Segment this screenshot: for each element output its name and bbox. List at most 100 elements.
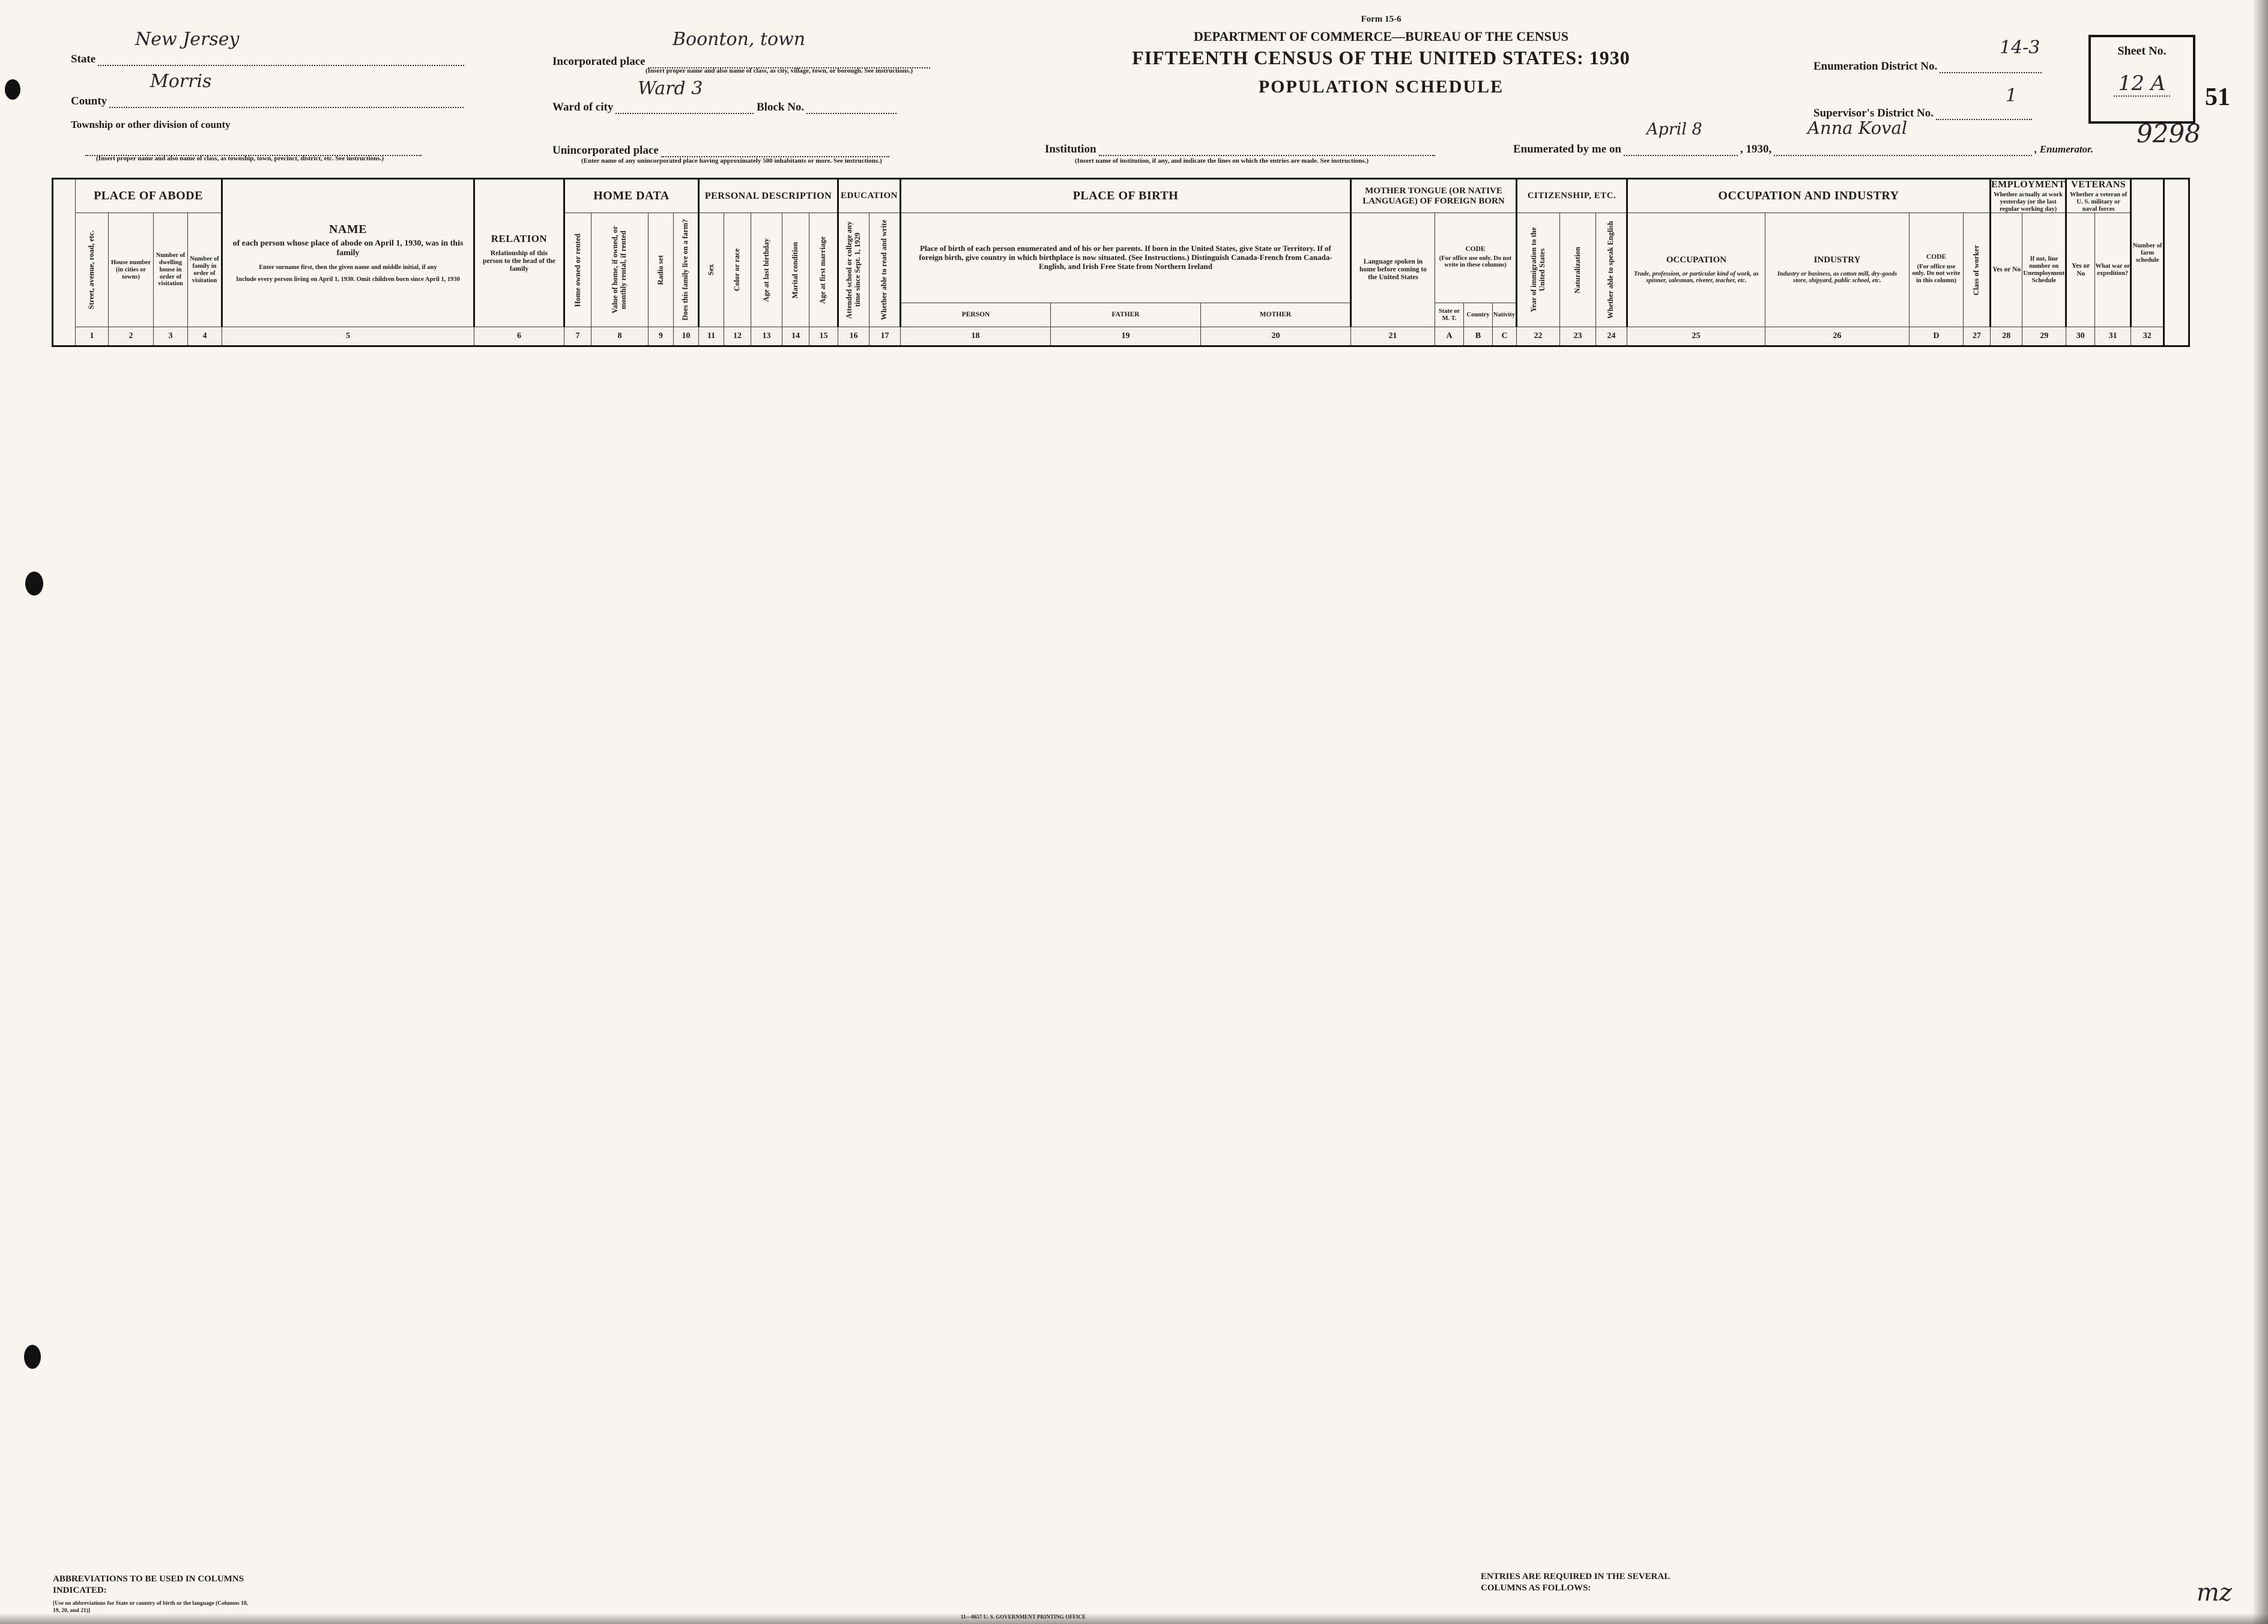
page-stamp: 51 xyxy=(2205,83,2230,111)
col-marital: Marital condition xyxy=(782,213,809,328)
census-title: FIFTEENTH CENSUS OF THE UNITED STATES: 1… xyxy=(1132,47,1630,68)
col-number-23: 23 xyxy=(1559,327,1596,347)
group-relation: RELATION Relationship of this person to … xyxy=(473,178,564,328)
block-label: Block No. xyxy=(757,101,805,113)
group-employment: EMPLOYMENT Whether actually at work yest… xyxy=(1989,178,2067,214)
col-number-13: 13 xyxy=(751,327,782,347)
flourish-mark: mz xyxy=(2196,1579,2232,1607)
state-line xyxy=(98,53,465,66)
col-vet-war: What war or expedition? xyxy=(2094,213,2132,328)
col-language: Language spoken in home before coming to… xyxy=(1350,213,1435,328)
col-number-17: 17 xyxy=(869,327,901,347)
entries-title: ENTRIES ARE REQUIRED IN THE SEVERAL COLU… xyxy=(1481,1572,1670,1593)
col-immigration: Year of immigration to the United States xyxy=(1516,213,1560,328)
col-number-22: 22 xyxy=(1516,327,1560,347)
col-number-30: 30 xyxy=(2066,327,2096,347)
name-note1: Enter surname first, then the given name… xyxy=(259,264,437,271)
occupation-title: OCCUPATION xyxy=(1666,255,1727,265)
col-sex: Sex xyxy=(698,213,724,328)
group-citizenship: CITIZENSHIP, ETC. xyxy=(1516,178,1627,214)
incorporated-note: (Insert proper name and also name of cla… xyxy=(646,67,913,74)
code-d-note: (For office use only. Do not write in th… xyxy=(1912,263,1961,285)
incorporated-line xyxy=(647,55,930,68)
relation-sub: Relationship of this person to the head … xyxy=(482,249,556,273)
scan-edge-bottom xyxy=(0,1613,2268,1624)
veterans-sub: Whether a veteran of U. S. military or n… xyxy=(2070,192,2127,213)
state-value: New Jersey xyxy=(135,29,240,50)
code-group: CODE (For office use only. Do not write … xyxy=(1435,213,1517,304)
col-emp-yes: Yes or No xyxy=(1989,213,2023,328)
col-number-10: 10 xyxy=(673,327,699,347)
sd-line xyxy=(1936,107,2033,120)
col-number-32: 32 xyxy=(2130,327,2165,347)
ed-label: Enumeration District No. xyxy=(1813,60,1938,73)
sheet-label: Sheet No. xyxy=(2117,44,2167,58)
group-tongue: MOTHER TONGUE (OR NATIVE LANGUAGE) OF FO… xyxy=(1350,178,1517,214)
col-number-29: 29 xyxy=(2022,327,2067,347)
col-number-31: 31 xyxy=(2094,327,2132,347)
col-number-20: 20 xyxy=(1200,327,1351,347)
code-title: CODE xyxy=(1465,246,1486,253)
col-number-19: 19 xyxy=(1050,327,1201,347)
enumerator-label: , Enumerator. xyxy=(2034,143,2094,155)
col-number-D: D xyxy=(1909,327,1964,347)
institution-line xyxy=(1098,143,1435,156)
form-number: Form 15-6 xyxy=(1361,14,1402,24)
incorporated-label: Incorporated place xyxy=(552,55,646,68)
department-line: DEPARTMENT OF COMMERCE—BUREAU OF THE CEN… xyxy=(1193,29,1569,44)
col-number-12: 12 xyxy=(724,327,751,347)
col-code-a: State or M. T. xyxy=(1435,303,1464,328)
col-radio: Radio set xyxy=(648,213,674,328)
name-note2: Include every person living on April 1, … xyxy=(236,276,460,283)
township-label: Township or other division of county xyxy=(71,119,231,130)
col-owned: Home owned or rented xyxy=(563,213,591,328)
col-school: Attended school or college any time sinc… xyxy=(837,213,869,328)
sheet-number-box: Sheet No. 12 A xyxy=(2088,35,2195,124)
col-number-26: 26 xyxy=(1765,327,1910,347)
col-house: House number (in cities or towns) xyxy=(108,213,154,328)
group-place-of-abode: PLACE OF ABODE xyxy=(75,178,222,214)
enumeration-date-line xyxy=(1623,143,1738,156)
serial-annotation: 9298 xyxy=(2136,119,2201,148)
abbrev-note: [Use no abbreviations for State or count… xyxy=(53,1600,248,1614)
col-value: Value of home, if owned, or monthly rent… xyxy=(591,213,649,328)
col-naturalization: Naturalization xyxy=(1559,213,1596,328)
col-number-B: B xyxy=(1463,327,1493,347)
abbrev-title: ABBREVIATIONS TO BE USED IN COLUMNS INDI… xyxy=(53,1574,244,1595)
relation-title: RELATION xyxy=(491,232,548,244)
code-d-title: CODE xyxy=(1926,253,1947,261)
enumerated-year: , 1930, xyxy=(1740,143,1772,155)
col-emp-line: If not, line number on Unemployment Sche… xyxy=(2022,213,2067,328)
col-father: FATHER xyxy=(1050,303,1201,328)
col-number-24: 24 xyxy=(1595,327,1627,347)
col-mother: MOTHER xyxy=(1200,303,1351,328)
group-personal: PERSONAL DESCRIPTION xyxy=(698,178,838,214)
incorporated-value: Boonton, town xyxy=(673,29,806,50)
group-name: NAME of each person whose place of abode… xyxy=(221,178,474,328)
code-note: (For office use only. Do not write in th… xyxy=(1439,255,1512,269)
col-number-1: 1 xyxy=(75,327,109,347)
col-number-28: 28 xyxy=(1989,327,2023,347)
col-code-b: Country xyxy=(1463,303,1493,328)
name-sub: of each person whose place of abode on A… xyxy=(232,239,464,258)
enumerated-date-value: April 8 xyxy=(1647,120,1702,139)
enumerator-line xyxy=(1774,143,2033,156)
name-title: NAME xyxy=(328,223,367,237)
col-person: PERSON xyxy=(900,303,1051,328)
birth-description: Place of birth of each person enumerated… xyxy=(900,213,1351,304)
col-number-7: 7 xyxy=(564,327,591,347)
schedule-title: POPULATION SCHEDULE xyxy=(1258,77,1504,97)
line-col-header-right xyxy=(2163,178,2190,347)
veterans-title: VETERANS xyxy=(2071,180,2126,190)
township-line xyxy=(85,143,422,156)
enumerated-label: Enumerated by me on xyxy=(1513,143,1621,155)
col-code-c: Nativity xyxy=(1492,303,1517,328)
ward-value: Ward 3 xyxy=(638,78,703,99)
ward-label: Ward of city xyxy=(552,101,614,113)
group-birth: PLACE OF BIRTH xyxy=(900,178,1351,214)
state-label: State xyxy=(71,53,96,65)
line-col-header xyxy=(52,178,76,347)
enumerator-name: Anna Koval xyxy=(1807,118,1908,138)
col-number-3: 3 xyxy=(153,327,188,347)
